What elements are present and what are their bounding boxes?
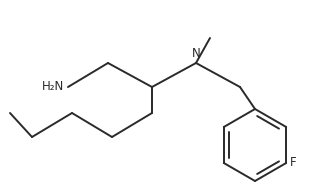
Text: F: F — [290, 156, 297, 169]
Text: H₂N: H₂N — [42, 80, 64, 94]
Text: N: N — [192, 47, 200, 60]
